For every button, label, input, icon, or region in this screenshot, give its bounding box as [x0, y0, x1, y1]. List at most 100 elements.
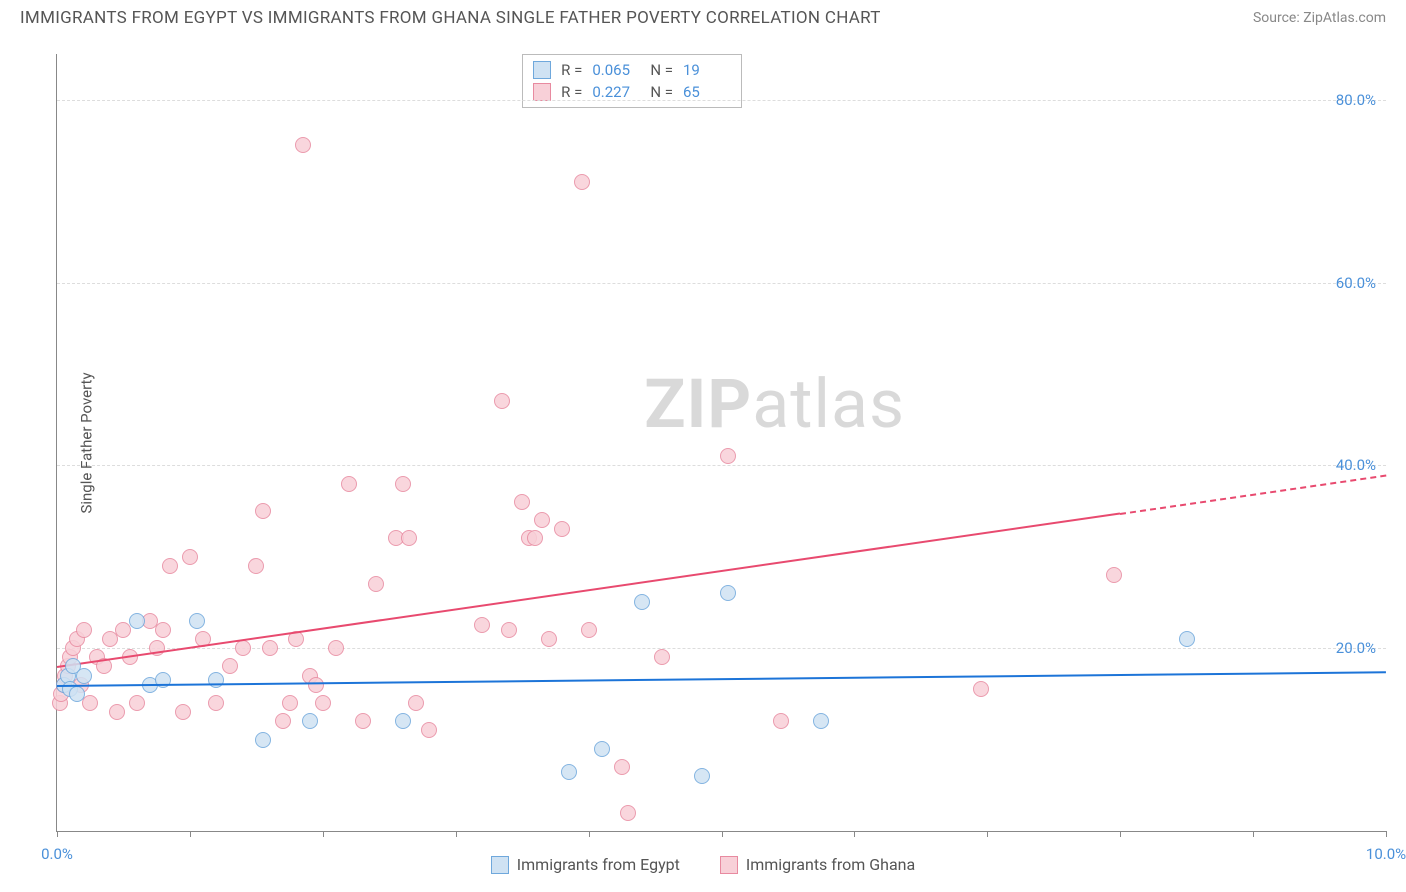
- trend-line-ghana-dashed: [1120, 474, 1386, 514]
- scatter-point-ghana: [155, 622, 171, 638]
- chart-title: IMMIGRANTS FROM EGYPT VS IMMIGRANTS FROM…: [20, 8, 881, 28]
- x-tick: [589, 831, 590, 837]
- scatter-point-ghana: [76, 622, 92, 638]
- scatter-point-ghana: [328, 640, 344, 656]
- y-tick-label: 40.0%: [1336, 456, 1376, 474]
- watermark-light: atlas: [752, 364, 905, 444]
- legend-label-egypt: Immigrants from Egypt: [517, 855, 680, 874]
- watermark: ZIPatlas: [644, 364, 905, 444]
- y-tick-label: 80.0%: [1336, 91, 1376, 109]
- scatter-point-ghana: [222, 658, 238, 674]
- r-value-ghana: 0.227: [592, 83, 640, 101]
- x-tick: [323, 831, 324, 837]
- scatter-point-egypt: [694, 768, 710, 784]
- x-tick: [722, 831, 723, 837]
- scatter-point-egypt: [1179, 631, 1195, 647]
- scatter-point-ghana: [554, 521, 570, 537]
- scatter-point-ghana: [162, 558, 178, 574]
- scatter-point-ghana: [395, 476, 411, 492]
- swatch-egypt: [533, 61, 551, 79]
- scatter-point-ghana: [275, 713, 291, 729]
- scatter-point-ghana: [82, 695, 98, 711]
- scatter-point-ghana: [654, 649, 670, 665]
- scatter-point-ghana: [534, 512, 550, 528]
- gridline: [57, 100, 1386, 101]
- watermark-bold: ZIP: [644, 364, 752, 444]
- scatter-point-ghana: [421, 722, 437, 738]
- scatter-point-ghana: [720, 448, 736, 464]
- scatter-point-ghana: [620, 805, 636, 821]
- scatter-point-ghana: [401, 530, 417, 546]
- n-label: N =: [650, 61, 673, 79]
- scatter-point-ghana: [315, 695, 331, 711]
- scatter-point-ghana: [501, 622, 517, 638]
- source-attribution: Source: ZipAtlas.com: [1253, 10, 1386, 26]
- x-tick: [1253, 831, 1254, 837]
- y-tick-label: 60.0%: [1336, 274, 1376, 292]
- scatter-point-ghana: [773, 713, 789, 729]
- legend-item-ghana: Immigrants from Ghana: [720, 855, 915, 874]
- scatter-point-ghana: [129, 695, 145, 711]
- swatch-egypt: [491, 856, 509, 874]
- scatter-point-ghana: [614, 759, 630, 775]
- scatter-point-ghana: [1106, 567, 1122, 583]
- r-value-egypt: 0.065: [592, 61, 640, 79]
- scatter-point-ghana: [368, 576, 384, 592]
- scatter-point-ghana: [295, 137, 311, 153]
- scatter-point-egypt: [594, 741, 610, 757]
- scatter-point-ghana: [574, 174, 590, 190]
- bottom-legend: Immigrants from Egypt Immigrants from Gh…: [0, 855, 1406, 874]
- scatter-point-ghana: [355, 713, 371, 729]
- chart-header: IMMIGRANTS FROM EGYPT VS IMMIGRANTS FROM…: [0, 0, 1406, 32]
- scatter-point-ghana: [248, 558, 264, 574]
- swatch-ghana: [533, 83, 551, 101]
- chart-area: Single Father Poverty ZIPatlas R = 0.065…: [56, 54, 1386, 832]
- y-tick-label: 20.0%: [1336, 639, 1376, 657]
- scatter-point-egypt: [634, 594, 650, 610]
- scatter-point-egypt: [302, 713, 318, 729]
- x-tick: [190, 831, 191, 837]
- scatter-point-ghana: [494, 393, 510, 409]
- scatter-point-ghana: [474, 617, 490, 633]
- scatter-plot: ZIPatlas R = 0.065 N = 19 R = 0.227 N = …: [56, 54, 1386, 832]
- x-tick: [987, 831, 988, 837]
- trend-line-egypt: [57, 671, 1386, 687]
- scatter-point-ghana: [282, 695, 298, 711]
- trend-line-ghana: [57, 513, 1120, 669]
- scatter-point-ghana: [973, 681, 989, 697]
- scatter-point-ghana: [308, 677, 324, 693]
- scatter-point-ghana: [581, 622, 597, 638]
- stats-row-egypt: R = 0.065 N = 19: [533, 59, 731, 81]
- n-value-ghana: 65: [683, 83, 731, 101]
- scatter-point-egypt: [208, 672, 224, 688]
- legend-item-egypt: Immigrants from Egypt: [491, 855, 680, 874]
- scatter-point-egypt: [69, 686, 85, 702]
- scatter-point-ghana: [255, 503, 271, 519]
- scatter-point-egypt: [395, 713, 411, 729]
- x-tick: [854, 831, 855, 837]
- scatter-point-ghana: [208, 695, 224, 711]
- scatter-point-egypt: [720, 585, 736, 601]
- legend-label-ghana: Immigrants from Ghana: [746, 855, 915, 874]
- gridline: [57, 465, 1386, 466]
- r-label: R =: [561, 61, 582, 79]
- scatter-point-ghana: [175, 704, 191, 720]
- x-tick: [456, 831, 457, 837]
- scatter-point-ghana: [514, 494, 530, 510]
- scatter-point-egypt: [255, 732, 271, 748]
- n-value-egypt: 19: [683, 61, 731, 79]
- scatter-point-egypt: [561, 764, 577, 780]
- scatter-point-ghana: [341, 476, 357, 492]
- gridline: [57, 648, 1386, 649]
- scatter-point-egypt: [813, 713, 829, 729]
- x-tick: [57, 831, 58, 837]
- scatter-point-egypt: [129, 613, 145, 629]
- scatter-point-ghana: [109, 704, 125, 720]
- x-tick: [1120, 831, 1121, 837]
- scatter-point-ghana: [235, 640, 251, 656]
- x-tick: [1386, 831, 1387, 837]
- gridline: [57, 283, 1386, 284]
- scatter-point-ghana: [408, 695, 424, 711]
- scatter-point-ghana: [182, 549, 198, 565]
- scatter-point-egypt: [76, 668, 92, 684]
